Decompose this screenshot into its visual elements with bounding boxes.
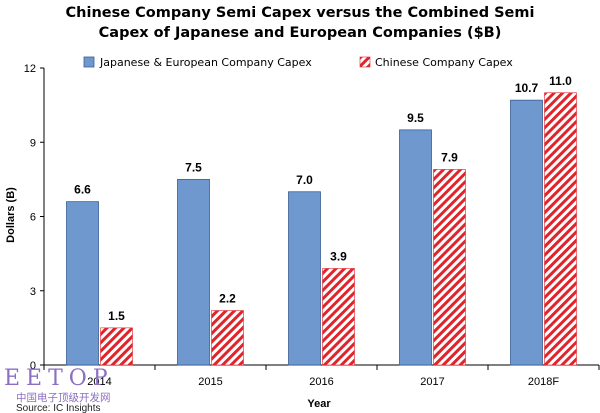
bar-japan-europe <box>399 129 432 366</box>
x-tick-label: 2015 <box>198 376 222 388</box>
data-label: 7.5 <box>185 160 202 174</box>
chart-title-line-1: Chinese Company Semi Capex versus the Co… <box>66 5 535 21</box>
bar-china <box>100 327 133 366</box>
legend-label-series-2: Chinese Company Capex <box>375 56 513 69</box>
bar-japan-europe <box>510 99 543 366</box>
data-label: 3.9 <box>330 249 347 263</box>
data-label: 11.0 <box>549 74 572 88</box>
legend-swatch-series-2 <box>359 56 371 68</box>
bar-china <box>322 268 355 366</box>
y-tick-label: 6 <box>30 212 36 224</box>
bar-japan-europe <box>288 191 321 366</box>
x-axis: 2014 2015 2016 2017 2018F <box>43 364 600 388</box>
data-label: 7.0 <box>296 173 313 187</box>
legend: Japanese & European Company Capex Chines… <box>83 56 513 69</box>
y-axis: 0 3 6 9 12 <box>24 63 45 372</box>
legend-label-series-1: Japanese & European Company Capex <box>99 56 312 69</box>
y-tick-label: 0 <box>30 360 36 372</box>
x-tick-label: 2018F <box>528 376 559 388</box>
bar-japan-europe <box>177 178 210 366</box>
y-tick-label: 9 <box>30 137 36 149</box>
watermark-brand: EETOP <box>4 366 114 391</box>
data-label: 7.9 <box>441 150 458 164</box>
bar-china <box>433 169 466 366</box>
data-label: 6.6 <box>74 183 91 197</box>
watermark: EETOP 中国电子顶级开发网 <box>4 366 114 404</box>
chart-title-line-2: Capex of Japanese and European Companies… <box>99 25 502 41</box>
y-tick-label: 12 <box>24 63 36 75</box>
bars <box>66 92 577 366</box>
data-label: 9.5 <box>407 111 424 125</box>
y-tick-label: 3 <box>30 286 36 298</box>
bar-china <box>544 92 577 366</box>
source-note: Source: IC Insights <box>16 403 100 413</box>
bar-japan-europe <box>66 201 99 366</box>
legend-swatch-series-1 <box>83 56 95 68</box>
y-axis-title: Dollars (B) <box>5 187 17 243</box>
data-label: 2.2 <box>219 292 236 306</box>
x-tick-label: 2014 <box>87 376 111 388</box>
x-tick-label: 2016 <box>309 376 333 388</box>
x-tick-label: 2017 <box>420 376 444 388</box>
data-label: 10.7 <box>515 81 539 95</box>
data-label: 1.5 <box>108 309 125 323</box>
bar-china <box>211 310 244 366</box>
data-labels: 6.6 7.5 7.0 9.5 10.7 1.5 2.2 3.9 7.9 11.0 <box>74 74 572 323</box>
x-axis-title: Year <box>307 398 331 410</box>
watermark-subtitle: 中国电子顶级开发网 <box>16 391 111 404</box>
